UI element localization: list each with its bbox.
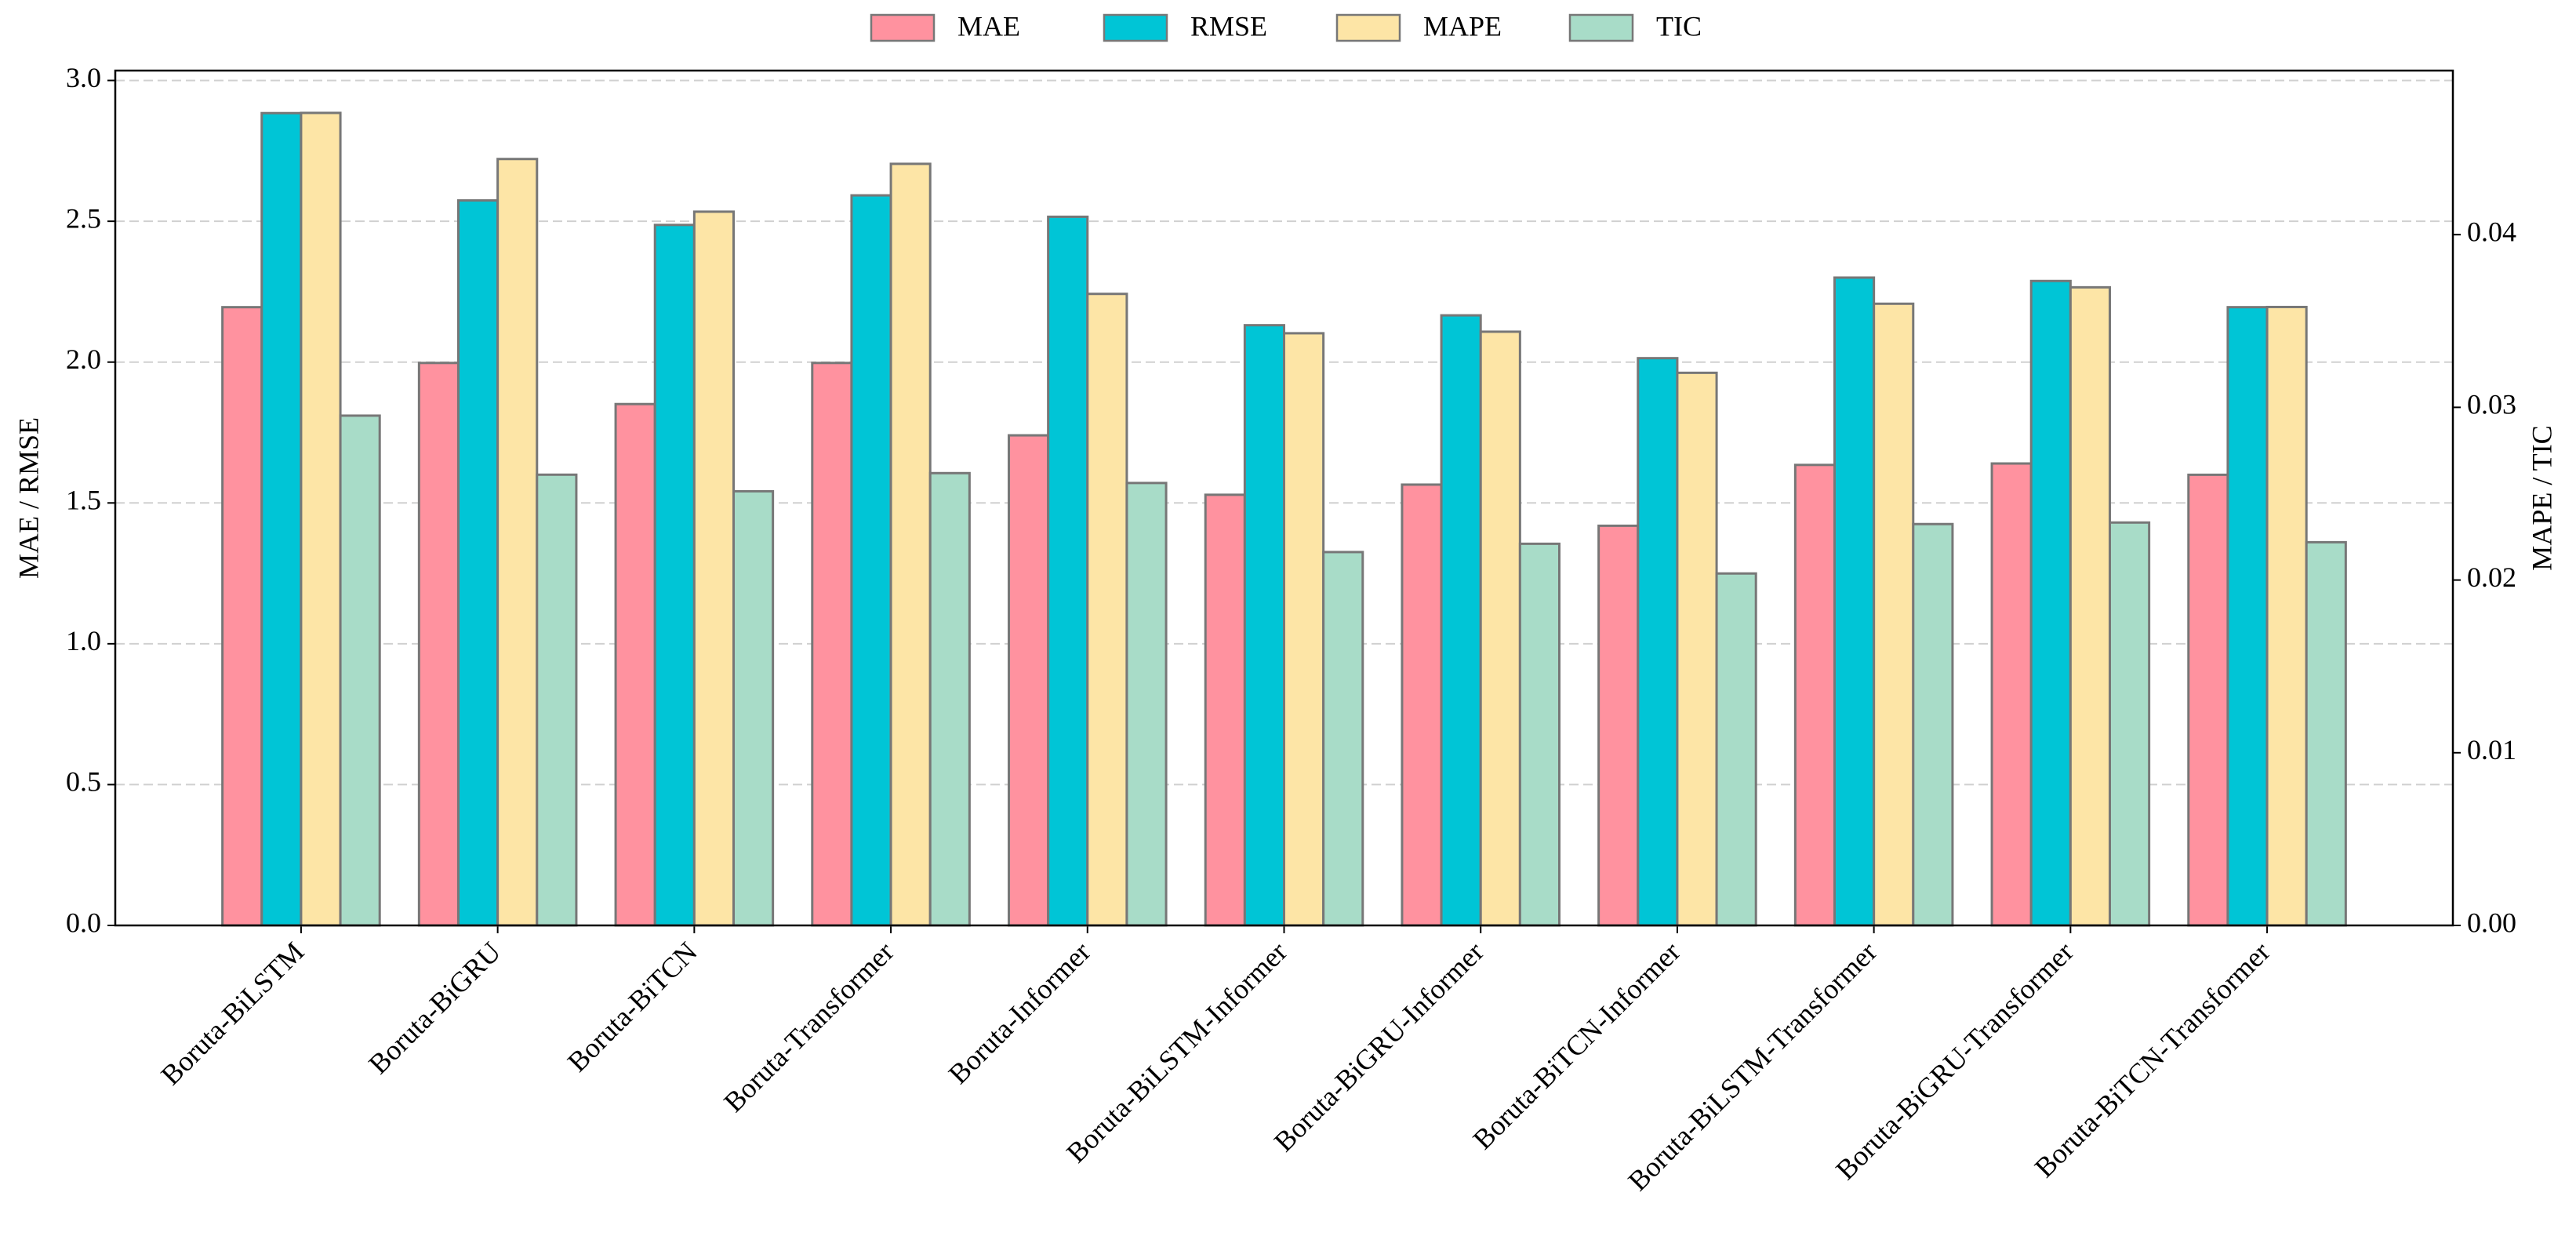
bar xyxy=(2265,305,2308,927)
y-tick-label: 1.5 xyxy=(66,485,101,516)
bar xyxy=(1243,324,1286,927)
x-tick-label: Boruta-BiGRU-Informer xyxy=(1268,936,1490,1158)
plot-frame xyxy=(114,69,2454,927)
bar xyxy=(1283,332,1325,927)
bar xyxy=(456,199,500,927)
y2-tick-label: 0.02 xyxy=(2467,562,2516,593)
legend-swatch xyxy=(1568,13,1634,42)
bar xyxy=(1597,524,1640,927)
bar xyxy=(2226,306,2269,927)
bar xyxy=(496,158,539,927)
bar xyxy=(1007,434,1050,927)
bar xyxy=(300,111,342,927)
bar xyxy=(1479,330,1521,927)
bar xyxy=(614,402,656,927)
legend-swatch xyxy=(1335,13,1401,42)
bar xyxy=(1715,572,1757,927)
legend-swatch xyxy=(1103,13,1168,42)
x-tick-label: Boruta-BiTCN-Informer xyxy=(1466,936,1686,1155)
y-tick-label: 0.5 xyxy=(66,766,101,798)
bar xyxy=(692,210,735,927)
bar xyxy=(1322,551,1364,927)
bar xyxy=(339,414,381,927)
x-tick-label: Boruta-BiGRU xyxy=(362,936,507,1080)
y-tick-label: 2.0 xyxy=(66,344,101,375)
bar xyxy=(850,194,892,927)
bar xyxy=(2069,285,2112,927)
bar xyxy=(1793,464,1837,927)
bar xyxy=(811,362,853,927)
bar xyxy=(732,489,775,927)
x-tick-label: Boruta-Informer xyxy=(943,936,1097,1090)
bar xyxy=(1676,371,1718,927)
y-tick-label: 0.0 xyxy=(66,907,101,938)
bar xyxy=(221,306,263,927)
y2-tick-label: 0.04 xyxy=(2467,216,2516,247)
bar xyxy=(2305,540,2347,927)
x-tick-label: Boruta-Transformer xyxy=(718,936,899,1118)
bar xyxy=(417,362,460,927)
bar xyxy=(1873,302,1915,927)
y2-tick-label: 0.01 xyxy=(2467,734,2516,765)
legend-swatch xyxy=(870,13,936,42)
bar xyxy=(928,471,971,927)
bar xyxy=(2109,521,2151,927)
x-tick-label: Boruta-BiLSTM xyxy=(154,936,310,1091)
y-axis-title: MAE / RMSE xyxy=(13,417,44,579)
legend-label: MAPE xyxy=(1423,10,1502,42)
bar xyxy=(1401,483,1443,927)
bar xyxy=(889,162,932,927)
bar xyxy=(2187,473,2229,927)
x-tick-label: Boruta-BiTCN xyxy=(561,936,703,1078)
bar xyxy=(653,224,696,927)
bar xyxy=(1204,493,1246,927)
x-tick-label: Boruta-BiTCN-Transformer xyxy=(2029,936,2276,1183)
bar xyxy=(1518,542,1561,927)
bar xyxy=(1912,522,1954,927)
bar xyxy=(1440,314,1482,927)
bar xyxy=(1833,276,1876,927)
y2-tick-label: 0.03 xyxy=(2467,389,2516,420)
bar xyxy=(260,111,303,927)
y-tick-label: 1.0 xyxy=(66,625,101,656)
bar xyxy=(1637,357,1679,927)
legend-label: TIC xyxy=(1656,10,1702,42)
legend-label: MAE xyxy=(957,10,1020,42)
bar xyxy=(1047,215,1089,927)
y-tick-label: 3.0 xyxy=(66,62,101,93)
bar xyxy=(2029,279,2072,927)
bar xyxy=(1125,482,1168,927)
y-tick-label: 2.5 xyxy=(66,202,101,234)
x-tick-label: Boruta-BiLSTM-Informer xyxy=(1060,936,1293,1169)
bar xyxy=(536,473,578,927)
y2-axis-title: MAPE / TIC xyxy=(2526,425,2557,570)
bar xyxy=(1086,293,1128,927)
bar xyxy=(1990,462,2033,927)
y2-tick-label: 0.00 xyxy=(2467,907,2516,938)
legend-label: RMSE xyxy=(1190,10,1267,42)
